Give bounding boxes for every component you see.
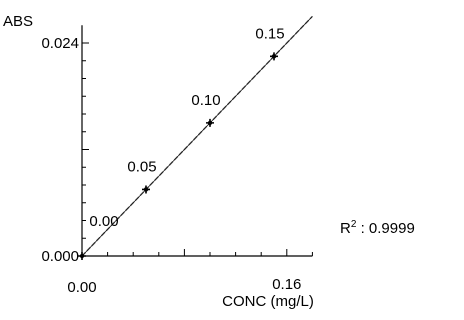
data-point-dot (79, 253, 85, 259)
data-label: 0.10 (191, 92, 220, 109)
y-tick-label: 0.024 (41, 35, 79, 52)
ticks (81, 42, 313, 257)
x-tick-label: 0.16 (272, 276, 301, 293)
r2-value: : 0.9999 (356, 220, 414, 237)
r2-annotation: R2 : 0.9999 (340, 219, 415, 237)
axes (81, 25, 313, 257)
data-point-dot (271, 54, 277, 59)
points-group (78, 52, 278, 260)
labels-group: ABS CONC (mg/L) R2 : 0.9999 0.00 0.16 0.00… (3, 13, 415, 310)
x-axis-title: CONC (mg/L) (222, 293, 314, 310)
y-tick-label: 0.000 (41, 248, 79, 265)
y-axis-title: ABS (3, 13, 33, 30)
x-tick-label: 0.00 (67, 279, 96, 296)
data-label: 0.15 (255, 25, 284, 42)
r2-label: R (340, 220, 351, 237)
data-label: 0.05 (127, 158, 156, 175)
data-point-dot (207, 120, 213, 126)
data-label: 0.00 (89, 213, 118, 230)
data-point-dot (143, 187, 149, 192)
r2-superscript: 2 (351, 219, 357, 230)
